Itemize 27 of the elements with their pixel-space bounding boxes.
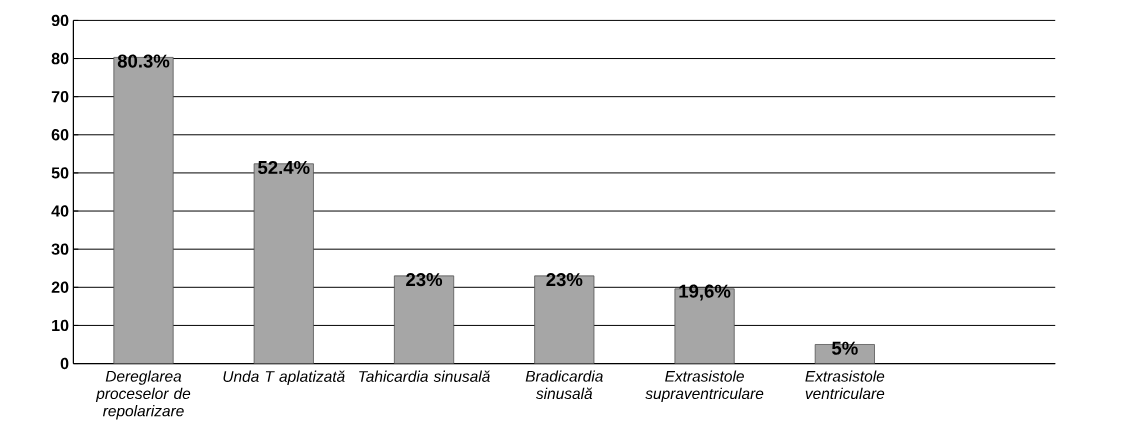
y-tick-label: 90	[51, 14, 69, 26]
bar	[394, 275, 455, 364]
y-tick-label: 80	[51, 52, 69, 65]
bar	[534, 275, 595, 364]
data-label: 19,6%	[679, 284, 731, 301]
data-label: 80.3%	[117, 54, 170, 68]
y-tick-label: 10	[52, 319, 69, 331]
bar	[253, 163, 314, 364]
y-tick-label: 30	[51, 243, 69, 255]
y-tick-label: 0	[60, 357, 69, 370]
x-tick-label: Bradicardia sinusală	[525, 370, 603, 399]
data-label: 5%	[831, 341, 858, 355]
bar	[113, 56, 174, 364]
y-tick-label: 20	[51, 281, 69, 293]
bar	[814, 343, 875, 364]
y-tick-label: 60	[51, 128, 69, 141]
x-tick-label: Unda T aplatizată	[223, 370, 345, 385]
y-tick-label: 70	[51, 90, 69, 103]
x-tick-label: Tahicardia sinusală	[359, 370, 490, 382]
data-label: 23%	[406, 272, 443, 286]
data-label: 52.4%	[258, 160, 310, 174]
x-tick-label: Extrasistole supraventriculare	[645, 370, 764, 402]
data-label: 23%	[546, 272, 583, 286]
x-tick-label: Extrasistole ventriculare	[805, 370, 885, 399]
y-tick-label: 40	[51, 205, 69, 217]
y-tick-label: 50	[51, 167, 69, 179]
x-tick-label: Dereglarea proceselor de repolarizare	[95, 370, 191, 420]
